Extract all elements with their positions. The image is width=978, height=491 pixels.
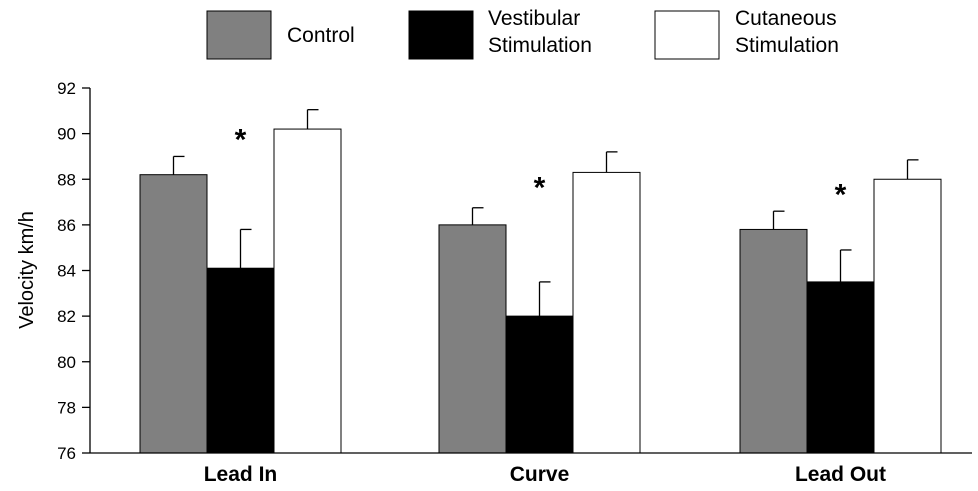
legend-label: Stimulation bbox=[735, 34, 839, 57]
y-tick-label: 82 bbox=[57, 307, 76, 326]
legend-swatch-cutaneous-stimulation bbox=[654, 10, 720, 60]
bar-curve-cutaneous-stimulation bbox=[572, 171, 641, 454]
bar-lead-in-control bbox=[139, 174, 208, 454]
y-tick-label: 92 bbox=[57, 79, 76, 98]
legend-label: Vestibular bbox=[488, 7, 580, 30]
bar-curve-vestibular-stimulation bbox=[505, 315, 574, 454]
y-tick-label: 88 bbox=[57, 170, 76, 189]
legend-label: Control bbox=[287, 24, 355, 47]
x-axis: Lead In Curve Lead Out bbox=[90, 452, 972, 486]
legend-swatch-control bbox=[206, 10, 272, 60]
bar-lead-out-control bbox=[739, 228, 808, 454]
legend-swatch-vestibular-stimulation bbox=[408, 10, 474, 60]
y-tick-label: 76 bbox=[57, 444, 76, 463]
y-axis: 76 78 80 82 84 86 88 90 92 bbox=[57, 79, 91, 463]
y-tick-label: 80 bbox=[57, 353, 76, 372]
y-tick-label: 86 bbox=[57, 216, 76, 235]
bar-lead-out-vestibular-stimulation bbox=[806, 281, 875, 454]
y-tick-label: 90 bbox=[57, 125, 76, 144]
bar-lead-in-vestibular-stimulation bbox=[206, 267, 275, 454]
bar-lead-in-cutaneous-stimulation bbox=[273, 128, 342, 454]
x-tick-label: Lead Out bbox=[795, 463, 886, 486]
legend-label: Stimulation bbox=[488, 34, 592, 57]
bar-lead-out-cutaneous-stimulation bbox=[873, 178, 942, 454]
y-tick-label: 84 bbox=[57, 262, 76, 281]
significance-marker: * bbox=[835, 178, 847, 211]
legend: Control Vestibular Stimulation Cutaneous Sti… bbox=[206, 7, 839, 60]
bar-curve-control bbox=[438, 224, 507, 454]
significance-marker: * bbox=[235, 124, 247, 157]
legend-label: Cutaneous bbox=[735, 7, 837, 30]
x-tick-label: Curve bbox=[510, 463, 570, 486]
y-axis-title: Velocity km/h bbox=[16, 211, 38, 329]
significance-marker: * bbox=[534, 172, 546, 205]
plot-area: * * * bbox=[139, 109, 942, 454]
y-tick-label: 78 bbox=[57, 398, 76, 417]
x-tick-label: Lead In bbox=[204, 463, 278, 486]
